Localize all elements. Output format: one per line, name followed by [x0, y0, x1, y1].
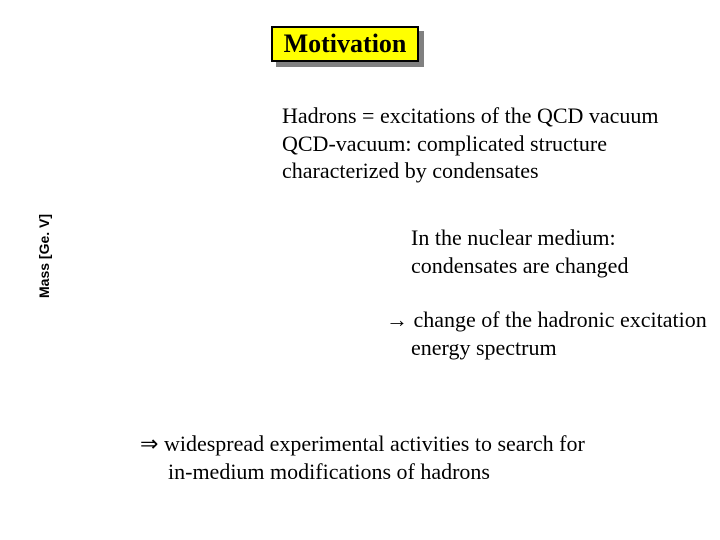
medium-paragraph: In the nuclear medium: condensates are c… — [411, 224, 628, 279]
conclusion-line-1-text: widespread experimental activities to se… — [158, 431, 584, 456]
change-line-1-text: change of the hadronic excitation — [408, 307, 707, 332]
change-paragraph: → change of the hadronic excitation ener… — [386, 306, 707, 361]
right-arrow-icon: → — [386, 307, 408, 332]
change-line-2: energy spectrum — [411, 334, 707, 362]
medium-line-1: In the nuclear medium: — [411, 224, 628, 252]
intro-paragraph: Hadrons = excitations of the QCD vacuum … — [282, 102, 659, 185]
conclusion-line-1: ⇒ widespread experimental activities to … — [140, 430, 585, 458]
intro-line-2: QCD-vacuum: complicated structure — [282, 130, 659, 158]
title-text: Motivation — [284, 29, 407, 59]
double-right-arrow-icon: ⇒ — [140, 431, 158, 456]
medium-line-2: condensates are changed — [411, 252, 628, 280]
y-axis-label-text: Mass [Ge. V] — [36, 214, 52, 298]
slide: Motivation Hadrons = excitations of the … — [0, 0, 720, 540]
conclusion-line-2: in-medium modifications of hadrons — [168, 458, 585, 486]
y-axis-label: Mass [Ge. V] — [36, 214, 52, 298]
title-box: Motivation — [271, 26, 419, 62]
change-line-1: → change of the hadronic excitation — [386, 306, 707, 334]
intro-line-1: Hadrons = excitations of the QCD vacuum — [282, 102, 659, 130]
conclusion-paragraph: ⇒ widespread experimental activities to … — [140, 430, 585, 485]
intro-line-3: characterized by condensates — [282, 157, 659, 185]
